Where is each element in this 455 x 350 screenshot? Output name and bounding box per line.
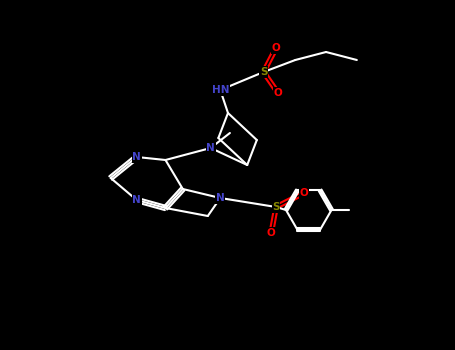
Text: N: N [216, 193, 225, 203]
Text: O: O [272, 43, 280, 53]
Text: O: O [267, 228, 276, 238]
Text: S: S [260, 67, 267, 77]
Text: N: N [132, 195, 141, 205]
Text: HN: HN [212, 85, 229, 95]
Text: N: N [206, 143, 215, 153]
Text: O: O [299, 188, 308, 198]
Text: S: S [272, 202, 280, 212]
Text: N: N [132, 152, 141, 162]
Text: O: O [273, 88, 283, 98]
